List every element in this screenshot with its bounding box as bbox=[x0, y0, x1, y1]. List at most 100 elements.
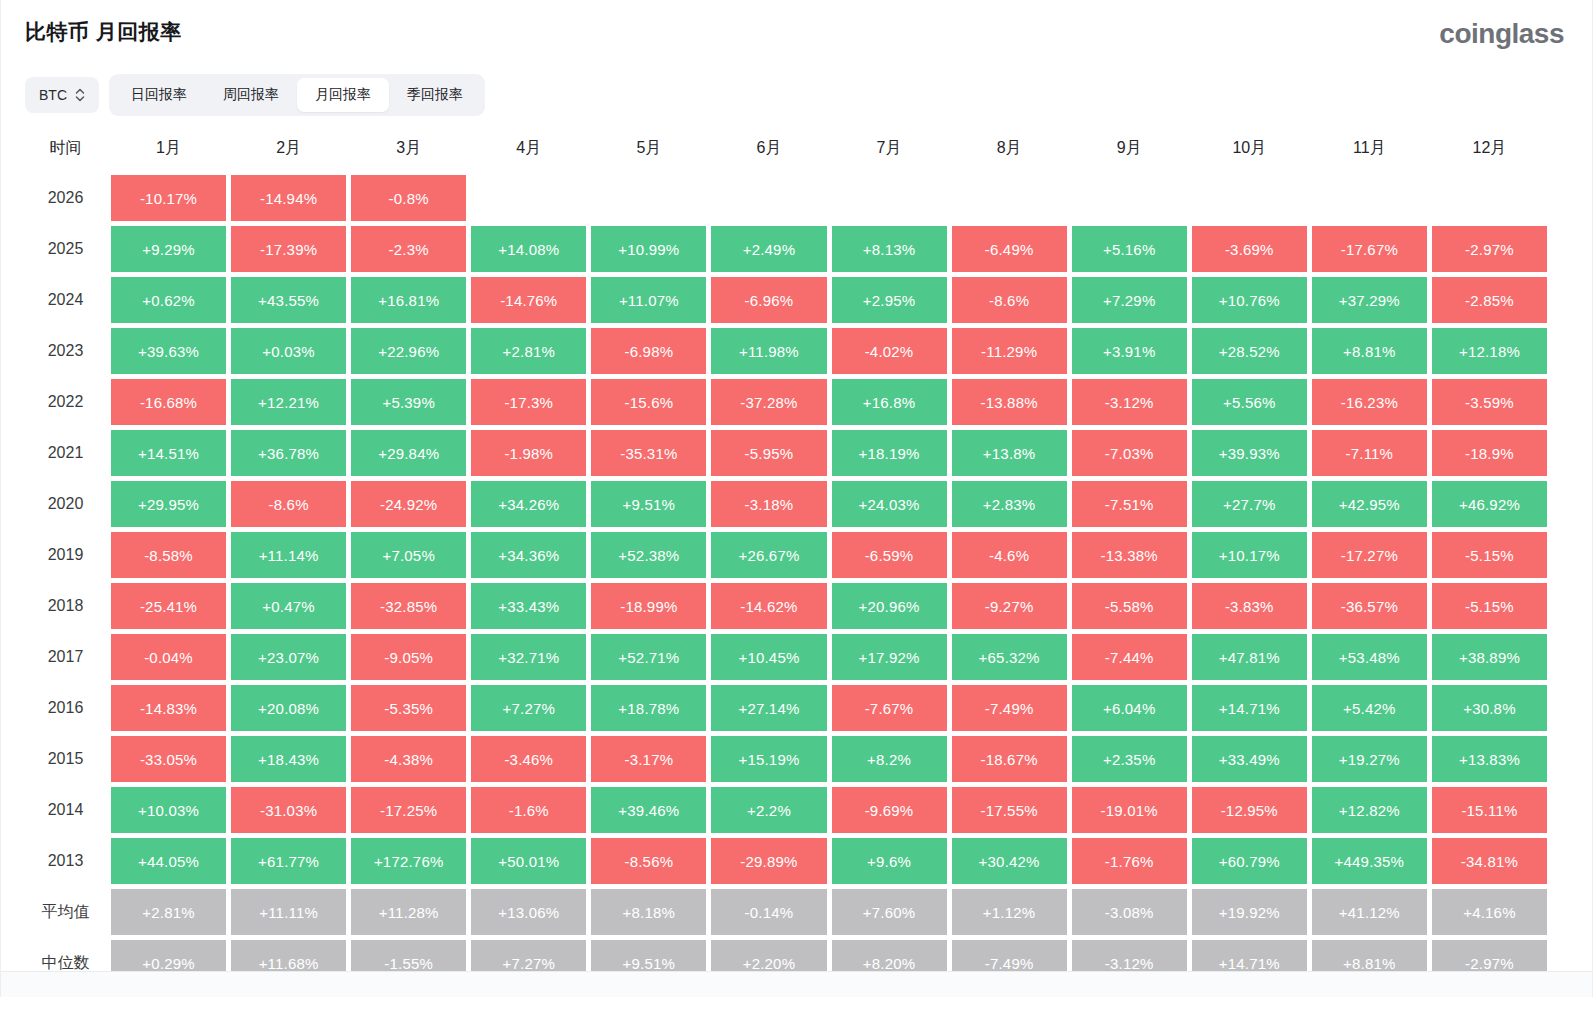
return-cell: -29.89% bbox=[711, 838, 826, 884]
return-cell bbox=[471, 175, 586, 221]
tab-weekly[interactable]: 周回报率 bbox=[205, 78, 297, 112]
table-row: 2024+0.62%+43.55%+16.81%-14.76%+11.07%-6… bbox=[25, 277, 1547, 323]
return-cell: -17.3% bbox=[471, 379, 586, 425]
return-cell: +19.27% bbox=[1312, 736, 1427, 782]
return-cell: +20.96% bbox=[832, 583, 947, 629]
return-cell: +11.14% bbox=[231, 532, 346, 578]
return-cell: -17.67% bbox=[1312, 226, 1427, 272]
return-cell: -6.96% bbox=[711, 277, 826, 323]
return-cell: -17.55% bbox=[952, 787, 1067, 833]
return-cell: +0.03% bbox=[231, 328, 346, 374]
return-cell: -18.9% bbox=[1432, 430, 1547, 476]
row-label-year: 2021 bbox=[25, 430, 106, 476]
column-header-month: 2月 bbox=[231, 130, 346, 166]
return-cell: -7.49% bbox=[952, 685, 1067, 731]
return-cell: -2.3% bbox=[351, 226, 466, 272]
return-cell: -15.6% bbox=[591, 379, 706, 425]
return-cell: +37.29% bbox=[1312, 277, 1427, 323]
return-cell: +0.47% bbox=[231, 583, 346, 629]
return-cell: +39.93% bbox=[1192, 430, 1307, 476]
table-row: 2018-25.41%+0.47%-32.85%+33.43%-18.99%-1… bbox=[25, 583, 1547, 629]
return-cell: +6.04% bbox=[1072, 685, 1187, 731]
column-header-month: 5月 bbox=[591, 130, 706, 166]
return-cell: +43.55% bbox=[231, 277, 346, 323]
return-cell: -5.95% bbox=[711, 430, 826, 476]
return-cell: +16.8% bbox=[832, 379, 947, 425]
return-cell: +10.99% bbox=[591, 226, 706, 272]
return-cell: +38.89% bbox=[1432, 634, 1547, 680]
return-cell: +46.92% bbox=[1432, 481, 1547, 527]
table-row: 2025+9.29%-17.39%-2.3%+14.08%+10.99%+2.4… bbox=[25, 226, 1547, 272]
row-label-summary: 平均值 bbox=[25, 889, 106, 935]
return-cell: +0.62% bbox=[111, 277, 226, 323]
return-cell: +60.79% bbox=[1192, 838, 1307, 884]
return-cell: -3.69% bbox=[1192, 226, 1307, 272]
column-header-month: 11月 bbox=[1312, 130, 1427, 166]
symbol-select-value: BTC bbox=[39, 87, 67, 103]
column-header-month: 10月 bbox=[1192, 130, 1307, 166]
tab-quarterly[interactable]: 季回报率 bbox=[389, 78, 481, 112]
return-cell: +12.82% bbox=[1312, 787, 1427, 833]
column-header-month: 8月 bbox=[952, 130, 1067, 166]
return-cell: +10.76% bbox=[1192, 277, 1307, 323]
return-cell: +2.49% bbox=[711, 226, 826, 272]
return-cell: +8.2% bbox=[832, 736, 947, 782]
return-cell: -7.03% bbox=[1072, 430, 1187, 476]
return-cell: +2.83% bbox=[952, 481, 1067, 527]
symbol-select[interactable]: BTC bbox=[25, 77, 99, 113]
row-label-year: 2025 bbox=[25, 226, 106, 272]
return-cell: +5.39% bbox=[351, 379, 466, 425]
return-cell: -8.58% bbox=[111, 532, 226, 578]
row-label-year: 2022 bbox=[25, 379, 106, 425]
return-cell: +65.32% bbox=[952, 634, 1067, 680]
return-cell: +5.16% bbox=[1072, 226, 1187, 272]
return-cell: +36.78% bbox=[231, 430, 346, 476]
return-cell: -0.8% bbox=[351, 175, 466, 221]
return-cell: -12.95% bbox=[1192, 787, 1307, 833]
return-cell: +42.95% bbox=[1312, 481, 1427, 527]
return-cell: -34.81% bbox=[1432, 838, 1547, 884]
row-label-year: 2020 bbox=[25, 481, 106, 527]
return-cell: -15.11% bbox=[1432, 787, 1547, 833]
return-cell: +5.56% bbox=[1192, 379, 1307, 425]
table-row: 2022-16.68%+12.21%+5.39%-17.3%-15.6%-37.… bbox=[25, 379, 1547, 425]
return-cell: +2.35% bbox=[1072, 736, 1187, 782]
return-cell: +14.71% bbox=[1192, 685, 1307, 731]
return-cell: -6.49% bbox=[952, 226, 1067, 272]
return-cell: -33.05% bbox=[111, 736, 226, 782]
return-cell: -31.03% bbox=[231, 787, 346, 833]
return-cell: +5.42% bbox=[1312, 685, 1427, 731]
return-cell: -37.28% bbox=[711, 379, 826, 425]
return-cell: -2.97% bbox=[1432, 226, 1547, 272]
return-cell: +18.43% bbox=[231, 736, 346, 782]
return-cell: +52.71% bbox=[591, 634, 706, 680]
return-cell: -3.18% bbox=[711, 481, 826, 527]
row-label-year: 2017 bbox=[25, 634, 106, 680]
return-cell: -5.15% bbox=[1432, 583, 1547, 629]
return-cell: +27.7% bbox=[1192, 481, 1307, 527]
tab-monthly[interactable]: 月回报率 bbox=[297, 78, 389, 112]
return-cell: +17.92% bbox=[832, 634, 947, 680]
return-cell: -3.83% bbox=[1192, 583, 1307, 629]
table-row: 2026-10.17%-14.94%-0.8% bbox=[25, 175, 1547, 221]
row-label-year: 2019 bbox=[25, 532, 106, 578]
return-cell: -17.25% bbox=[351, 787, 466, 833]
return-cell: +3.91% bbox=[1072, 328, 1187, 374]
tab-daily[interactable]: 日回报率 bbox=[113, 78, 205, 112]
return-cell: -8.6% bbox=[952, 277, 1067, 323]
table-row: 2020+29.95%-8.6%-24.92%+34.26%+9.51%-3.1… bbox=[25, 481, 1547, 527]
return-cell: +1.12% bbox=[952, 889, 1067, 935]
return-cell bbox=[832, 175, 947, 221]
return-cell: +28.52% bbox=[1192, 328, 1307, 374]
return-cell: -3.46% bbox=[471, 736, 586, 782]
return-cell: +11.28% bbox=[351, 889, 466, 935]
table-header-row: 时间1月2月3月4月5月6月7月8月9月10月11月12月 bbox=[25, 130, 1547, 166]
return-cell: +9.29% bbox=[111, 226, 226, 272]
return-cell: -13.88% bbox=[952, 379, 1067, 425]
return-cell: +41.12% bbox=[1312, 889, 1427, 935]
table-row: 2019-8.58%+11.14%+7.05%+34.36%+52.38%+26… bbox=[25, 532, 1547, 578]
controls-bar: BTC 日回报率周回报率月回报率季回报率 bbox=[1, 48, 1592, 116]
period-tabs: 日回报率周回报率月回报率季回报率 bbox=[109, 74, 485, 116]
return-cell: +30.8% bbox=[1432, 685, 1547, 731]
table-row: 2017-0.04%+23.07%-9.05%+32.71%+52.71%+10… bbox=[25, 634, 1547, 680]
